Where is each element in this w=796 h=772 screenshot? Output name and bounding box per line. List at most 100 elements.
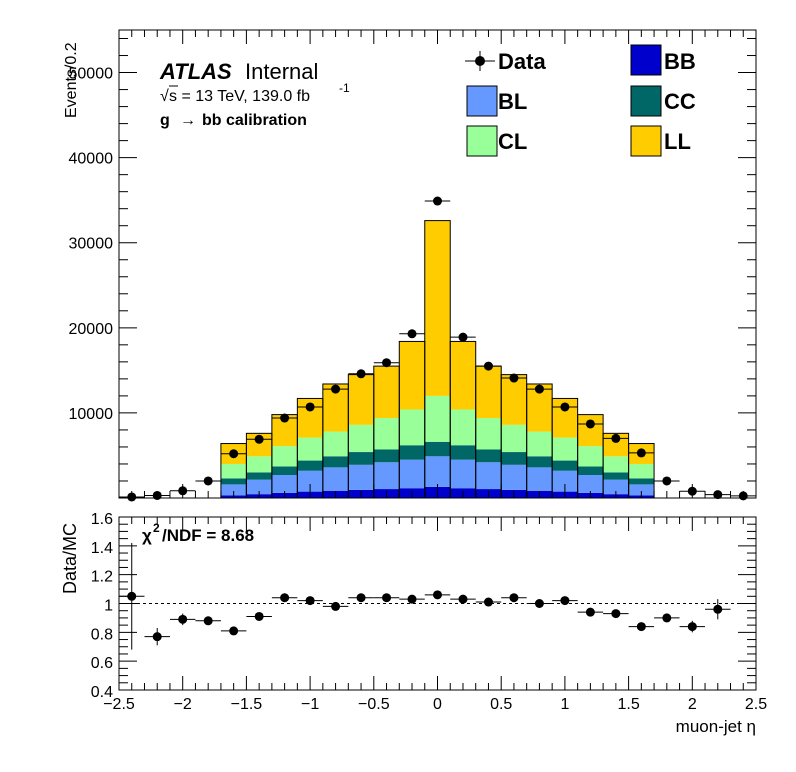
- bar-ll-bin-19: [603, 433, 629, 457]
- data-point-13: [450, 332, 476, 342]
- x-tick-label: 2: [688, 696, 697, 713]
- legend: Data BB BL CC CL LL: [465, 44, 696, 157]
- chi2-exponent: 2: [153, 521, 160, 535]
- ratio-point-13: [450, 594, 476, 604]
- bar-cl-bin-6: [271, 446, 298, 467]
- bar-cc-bin-18: [577, 466, 604, 476]
- bar-ll-bin-10: [373, 366, 400, 419]
- ratio-y-tick-label: 0.4: [91, 684, 113, 701]
- stacked-histogram-bars: [220, 220, 655, 499]
- ratio-y-tick-label: 0.6: [91, 655, 113, 672]
- data-point-15: [501, 373, 527, 383]
- bar-cc-bin-10: [373, 449, 400, 463]
- x-tick-label: 0: [433, 696, 442, 713]
- legend-item-ll: LL: [630, 125, 691, 157]
- bar-ll-bin-13: [450, 341, 476, 410]
- bar-bl-bin-17: [552, 470, 578, 492]
- main-y-axis-label: Events/0.2: [63, 42, 80, 118]
- sqrt-symbol: √: [160, 88, 169, 105]
- x-tick-label: −2.5: [103, 696, 135, 713]
- data-point-19: [603, 433, 629, 443]
- data-point-9: [348, 369, 374, 379]
- x-tick-label: −1.5: [231, 696, 263, 713]
- bar-bl-bin-15: [501, 464, 527, 490]
- x-axis-label: muon-jet η: [676, 717, 756, 736]
- bar-cl-bin-4: [220, 463, 247, 479]
- bar-cc-bin-17: [552, 460, 578, 471]
- legend-swatch-bb: [630, 44, 662, 76]
- bar-cl-bin-15: [501, 424, 527, 453]
- legend-item-bb: BB: [630, 44, 696, 76]
- legend-data-marker: [475, 56, 485, 66]
- bar-cc-bin-6: [271, 466, 298, 476]
- ratio-point-23: [705, 599, 731, 620]
- bar-bl-bin-6: [271, 475, 298, 493]
- bar-ll-bin-12: [424, 220, 451, 396]
- ratio-point-1: [144, 628, 170, 646]
- bar-bl-bin-7: [297, 470, 323, 492]
- data-point-12: [424, 196, 451, 206]
- ratio-point-5: [246, 611, 272, 621]
- bar-bl-bin-12: [424, 456, 451, 487]
- bar-cc-bin-15: [501, 452, 527, 465]
- calibration-arrow: →: [180, 112, 196, 129]
- bar-bl-bin-4: [220, 484, 247, 496]
- data-point-7: [297, 402, 323, 412]
- ratio-y-tick-label: 0.8: [91, 626, 113, 643]
- bar-bl-bin-10: [373, 462, 400, 490]
- ratio-y-tick-label: 1.6: [91, 511, 113, 528]
- ratio-y-tick-label: 1: [104, 598, 113, 615]
- ratio-point-15: [501, 593, 527, 603]
- bar-bl-bin-5: [246, 479, 272, 495]
- energy-label: s = 13 TeV, 139.0 fb: [169, 88, 310, 105]
- bar-cc-bin-12: [424, 441, 451, 457]
- ratio-y-tick-label: 1.2: [91, 569, 113, 586]
- main-y-tick-label: 20000: [69, 321, 114, 338]
- calibration-g: g: [160, 112, 170, 129]
- data-point-8: [322, 384, 349, 394]
- legend-label-cl: CL: [498, 129, 527, 154]
- bar-bl-bin-14: [475, 462, 502, 490]
- ratio-point-16: [526, 599, 553, 608]
- bar-cl-bin-11: [399, 409, 425, 446]
- chi2-text: /NDF = 8.68: [162, 526, 254, 545]
- ratio-point-14: [475, 597, 502, 607]
- bar-cc-bin-20: [628, 478, 655, 485]
- bar-cc-bin-5: [246, 472, 272, 480]
- atlas-internal-label: Internal: [245, 59, 318, 84]
- data-point-20: [628, 448, 655, 458]
- x-tick-label: 1: [560, 696, 569, 713]
- ratio-point-18: [577, 607, 604, 617]
- bar-bl-bin-8: [322, 467, 349, 491]
- atlas-label: ATLAS: [159, 59, 232, 84]
- legend-label-data: Data: [498, 49, 546, 74]
- data-point-21: [654, 476, 680, 486]
- bar-ll-bin-15: [501, 374, 527, 425]
- bar-cl-bin-7: [297, 437, 323, 461]
- bar-cc-bin-19: [603, 472, 629, 480]
- ratio-point-11: [399, 594, 425, 604]
- main-y-tick-label: 40000: [69, 151, 114, 168]
- bar-cc-bin-14: [475, 449, 502, 463]
- legend-swatch-cl: [466, 125, 498, 157]
- bar-cc-bin-16: [526, 456, 553, 468]
- main-histogram-panel: 10000 20000 30000 40000 50000 Events/0.2 ATL…: [63, 29, 757, 502]
- data-point-14: [475, 361, 502, 371]
- ratio-point-20: [628, 622, 655, 632]
- ratio-point-19: [603, 609, 629, 619]
- bar-bl-bin-9: [348, 464, 374, 490]
- ratio-points: [119, 542, 731, 650]
- bar-cc-bin-4: [220, 478, 247, 485]
- ratio-point-7: [297, 596, 323, 606]
- ratio-point-2: [169, 613, 196, 626]
- ratio-point-21: [654, 613, 680, 623]
- data-point-3: [195, 476, 221, 486]
- ratio-point-4: [220, 626, 247, 636]
- bar-bl-bin-18: [577, 475, 604, 493]
- bar-bl-bin-16: [526, 467, 553, 491]
- ratio-axis-ticks: 0.4 0.6 0.8 1 1.2 1.4 1.6 −2.5 −2 −1.5 −1 −0.5 0 0.5 1…: [91, 511, 767, 713]
- main-y-tick-label: 10000: [69, 406, 114, 423]
- bar-cl-bin-20: [628, 463, 655, 479]
- ratio-point-9: [348, 593, 374, 603]
